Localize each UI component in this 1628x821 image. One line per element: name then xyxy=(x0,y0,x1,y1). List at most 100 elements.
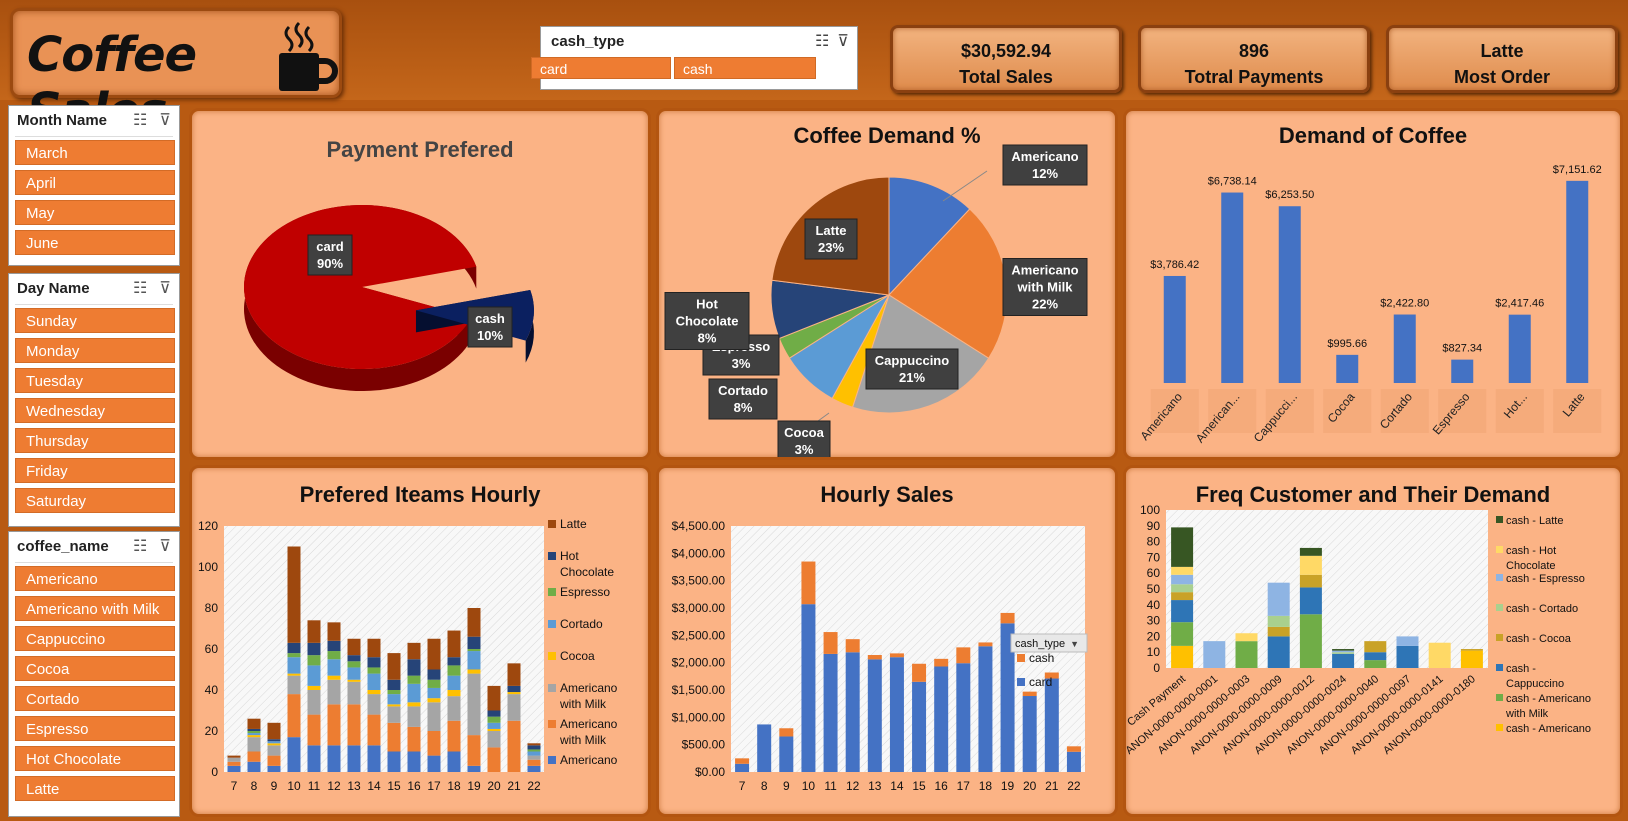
slicer-chip-cash[interactable]: cash xyxy=(674,57,816,79)
multi-select-icon[interactable]: ☷ xyxy=(132,112,148,129)
data-label-cappuccino: Cappuccino 21% xyxy=(865,348,959,390)
legend-swatch-cash-latte xyxy=(1496,516,1503,523)
month-item-june[interactable]: June xyxy=(15,230,175,255)
day-item-friday[interactable]: Friday xyxy=(15,458,175,483)
x-tick-label: 15 xyxy=(912,779,926,793)
legend-title-box[interactable] xyxy=(1010,633,1088,653)
month-item-may[interactable]: May xyxy=(15,200,175,225)
legend-label: Americano xyxy=(560,753,618,767)
bar-segment-cash-19 xyxy=(1000,612,1015,624)
coffee-item-hot-chocolate[interactable]: Hot Chocolate xyxy=(15,746,175,771)
x-tick-label: 21 xyxy=(1045,779,1059,793)
bar-segment-cash-16 xyxy=(934,658,949,667)
y-tick-label: 10 xyxy=(1147,645,1161,659)
month-slicer-title: Month Name xyxy=(17,112,107,129)
bar-segment-cappuccino-16 xyxy=(407,706,421,727)
bar-segment-cappuccino-17 xyxy=(427,702,441,731)
bar-segment-cash-cortado-anon-0000-0000-0024 xyxy=(1332,652,1355,654)
coffee-item-americano[interactable]: Americano xyxy=(15,566,175,591)
bar-segment-card-21 xyxy=(1044,678,1059,772)
day-item-saturday[interactable]: Saturday xyxy=(15,488,175,513)
bar-segment-cash-espresso-anon-0000-0000-0009 xyxy=(1267,582,1290,616)
bar-segment-americano-14 xyxy=(367,745,381,772)
coffee-item-cappuccino[interactable]: Cappuccino xyxy=(15,626,175,651)
legend: cash_type ▼ cash card xyxy=(1010,633,1088,689)
bar-segment-americano-19 xyxy=(467,765,481,772)
clear-filter-icon[interactable]: ⊽ xyxy=(159,280,171,297)
x-tick-label: 19 xyxy=(467,779,481,793)
coffee-item-cortado[interactable]: Cortado xyxy=(15,686,175,711)
coffee-slicer-title: coffee_name xyxy=(17,538,109,555)
day-item-wednesday[interactable]: Wednesday xyxy=(15,398,175,423)
legend: Latte Hot Chocolate Espresso Cortado Cocoa Ame… xyxy=(548,517,618,767)
data-label-hot-chocolate: Hot Chocolate 8% xyxy=(664,292,750,350)
legend-label: cash - Espresso xyxy=(1506,573,1585,585)
coffee-item-cocoa[interactable]: Cocoa xyxy=(15,656,175,681)
axis-label-bg xyxy=(1150,389,1199,433)
y-tick-label: $0.00 xyxy=(695,765,725,779)
month-item-april[interactable]: April xyxy=(15,170,175,195)
leader-line xyxy=(942,170,988,202)
coffee-item-espresso[interactable]: Espresso xyxy=(15,716,175,741)
bar-value-label: $2,422.80 xyxy=(1380,298,1429,310)
bar-segment-latte-18 xyxy=(447,630,461,658)
y-tick-label: 60 xyxy=(205,642,219,656)
svg-text:with Milk: with Milk xyxy=(1017,280,1074,295)
multi-select-icon[interactable]: ☷ xyxy=(814,33,830,50)
legend-swatch-cocoa xyxy=(548,652,556,660)
clear-filter-icon[interactable]: ⊽ xyxy=(837,33,849,50)
month-item-march[interactable]: March xyxy=(15,140,175,165)
day-item-thursday[interactable]: Thursday xyxy=(15,428,175,453)
y-tick-label: 40 xyxy=(1147,598,1161,612)
bar-segment-cappuccino-20 xyxy=(487,731,501,748)
bar-segment-latte-10 xyxy=(287,546,301,643)
bar-segment-cappuccino-7 xyxy=(227,757,241,762)
svg-text:Americano: Americano xyxy=(1011,149,1078,164)
slicer-chip-card[interactable]: card xyxy=(531,57,671,79)
bar-segment-cash-17 xyxy=(956,647,971,664)
y-tick-label: 20 xyxy=(205,724,219,738)
chevron-down-icon[interactable]: ▼ xyxy=(1070,639,1079,649)
bar-segment-latte-17 xyxy=(427,638,441,670)
bar-segment-americano-15 xyxy=(387,751,401,772)
day-item-sunday[interactable]: Sunday xyxy=(15,308,175,333)
bar-segment-card-14 xyxy=(889,657,904,772)
clear-filter-icon[interactable]: ⊽ xyxy=(159,538,171,555)
bar-segment-cash-hot-chocolate-anon-0000-0000-0012 xyxy=(1299,555,1322,575)
coffee-item-americano-with-milk[interactable]: Americano with Milk xyxy=(15,596,175,621)
legend-label: cash - xyxy=(1506,663,1536,675)
svg-text:22%: 22% xyxy=(1032,297,1058,312)
multi-select-icon[interactable]: ☷ xyxy=(132,538,148,555)
bar-segment-cappuccino-15 xyxy=(387,706,401,723)
bar-segment-cortado-15 xyxy=(387,694,401,705)
bar-value-label: $6,253.50 xyxy=(1265,189,1314,201)
bar-segment-cocoa-16 xyxy=(407,702,421,707)
bar-segment-card-22 xyxy=(1066,751,1081,772)
bar-value-label: $827.34 xyxy=(1442,343,1482,355)
bar-segment-cash-espresso-cash-payment xyxy=(1171,574,1194,585)
x-tick-label: 12 xyxy=(846,779,860,793)
legend-label: Espresso xyxy=(560,585,610,599)
legend-swatch-cash xyxy=(1017,654,1025,662)
bar-segment-card-12 xyxy=(845,652,860,772)
bar-segment-cocoa-17 xyxy=(427,698,441,703)
legend-label: cash xyxy=(1029,651,1054,665)
bar-segment-card-20 xyxy=(1022,696,1037,772)
clear-filter-icon[interactable]: ⊽ xyxy=(159,112,171,129)
kpi-total-sales-label: Total Sales xyxy=(959,67,1053,87)
bar-value-label: $995.66 xyxy=(1327,338,1367,350)
kpi-total-payments: 896 Totral Payments xyxy=(1138,25,1370,93)
day-item-tuesday[interactable]: Tuesday xyxy=(15,368,175,393)
bar-segment-espresso-11 xyxy=(307,655,321,666)
x-tick-label: 20 xyxy=(1023,779,1037,793)
bar-segment-cappuccino-9 xyxy=(267,745,281,756)
bar-segment-hot-chocolate-10 xyxy=(287,642,301,654)
bar-segment-americano-12 xyxy=(327,745,341,772)
y-tick-label: 120 xyxy=(198,519,218,533)
day-item-monday[interactable]: Monday xyxy=(15,338,175,363)
bar-segment-americano-with-milk-9 xyxy=(267,755,281,766)
bar-segment-americano-with-milk-13 xyxy=(347,704,361,746)
coffee-item-latte[interactable]: Latte xyxy=(15,776,175,801)
bar-segment-cappuccino-19 xyxy=(467,673,481,736)
multi-select-icon[interactable]: ☷ xyxy=(132,280,148,297)
